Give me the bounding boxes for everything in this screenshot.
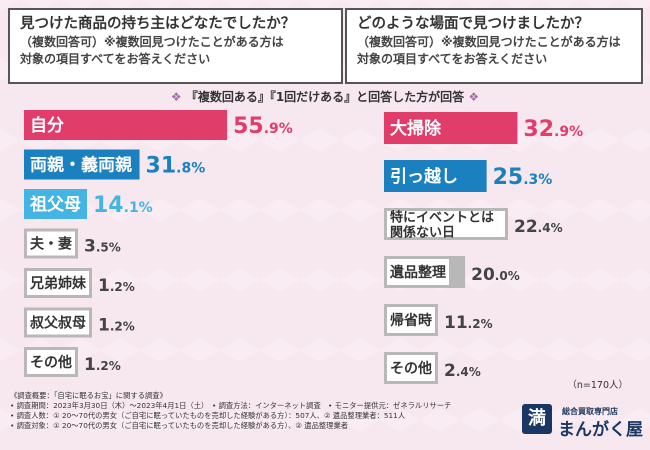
- bar-label-bg-0-3: [27, 231, 75, 256]
- category-label-1-0: 大掃除: [390, 118, 442, 139]
- footer-line-1: 《調査概要：「自宅に眠るお宝」に関する調査》: [10, 391, 167, 400]
- diamond-icon-left: ❖: [170, 90, 182, 104]
- value-label-1-0: 32.9%: [523, 117, 583, 142]
- subtitle: ❖ 『複数回ある』『1回だけある』と回答した方が回答 ❖: [0, 88, 650, 105]
- logo: 満 総合買取専門店 まんがく屋: [518, 400, 646, 440]
- survey-footer: 《調査概要：「自宅に眠るお宝」に関する調査》 • 調査期間：2023年3月30日…: [10, 391, 510, 431]
- bar-label-bg-0-4: [27, 271, 89, 295]
- category-label-1-4: 帰省時: [390, 312, 432, 329]
- bar-label-bg-1-4: [387, 307, 435, 333]
- bar-1-1: [384, 160, 487, 192]
- value-label-0-6: 1.2%: [84, 355, 121, 375]
- bar-label-bg-1-2: [387, 211, 505, 237]
- value-label-0-2: 14.1%: [93, 193, 153, 218]
- category-label-0-5: 叔父叔母: [30, 315, 86, 332]
- bar-label-bg-0-6: [27, 350, 75, 374]
- category-label-0-1: 両親・義両親: [30, 155, 132, 176]
- value-label-0-4: 1.2%: [98, 276, 135, 296]
- value-label-0-1: 31.8%: [146, 154, 206, 179]
- value-label-0-0: 55.9%: [233, 114, 293, 139]
- value-label-1-5: 2.4%: [444, 361, 481, 381]
- category-label-1-2-1: 関係ない日: [390, 225, 455, 241]
- value-label-0-5: 1.2%: [98, 316, 135, 336]
- bar-label-bg-0-5: [27, 310, 89, 335]
- question-box-right: どのような場面で見つけましたか？ （複数回答可）※複数回見つけたことがある方は …: [345, 8, 643, 84]
- value-label-1-1: 25.3%: [493, 165, 553, 190]
- category-label-0-0: 自分: [30, 115, 64, 136]
- bar-label-bg-1-5: [387, 355, 435, 381]
- question-right-note-2: 対象の項目すべてをお答えください: [357, 52, 548, 66]
- bar-0-2: [24, 189, 87, 219]
- value-label-1-4: 11.2%: [444, 313, 493, 333]
- bar-0-0: [24, 110, 228, 140]
- category-label-1-1: 引っ越し: [390, 166, 458, 187]
- footer-line-3: • 調査人数：① 20～70代の男女（ご自宅に眠っていたものを売却した経験がある…: [10, 411, 406, 420]
- footer-line-2: • 調査期間：2023年3月30日（木）～2023年4月1日（土） • 調査方法…: [10, 401, 452, 410]
- value-label-1-2: 22.4%: [514, 217, 563, 237]
- logo-tagline: 総合買取専門店: [562, 407, 618, 416]
- footer-line-4: • 調査対象：① 20～70代の男女（ご自宅に眠っていたものを売却した経験がある…: [10, 421, 349, 430]
- category-label-1-2-0: 特にイベントとは: [390, 210, 494, 226]
- value-label-0-3: 3.5%: [84, 237, 121, 257]
- question-left-note-2: 対象の項目すべてをお答えください: [20, 52, 211, 66]
- subtitle-text: 『複数回ある』『1回だけある』と回答した方が回答: [185, 90, 465, 104]
- question-box-left: 見つけた商品の持ち主はどなたでしたか？ （複数回答可）※複数回見つけたことがある…: [8, 8, 343, 84]
- question-right-title: どのような場面で見つけましたか？: [357, 16, 589, 32]
- bar-1-0: [384, 112, 518, 144]
- category-label-0-3: 夫・妻: [30, 236, 72, 253]
- question-left-title: 見つけた商品の持ち主はどなたでしたか？: [20, 16, 296, 32]
- category-label-0-6: その他: [30, 354, 72, 371]
- question-left-note-1: （複数回答可）※複数回見つけたことがある方は: [20, 35, 284, 49]
- sample-size-note: （n=170人）: [567, 380, 628, 391]
- question-right-note-1: （複数回答可）※複数回見つけたことがある方は: [357, 35, 621, 49]
- bar-0-1: [24, 149, 140, 180]
- bar-label-bg-1-3: [387, 259, 449, 285]
- diamond-icon-right: ❖: [468, 90, 480, 104]
- logo-mark-icon: 満: [522, 404, 552, 434]
- logo-name: まんがく屋: [558, 420, 643, 440]
- category-label-0-4: 兄弟姉妹: [29, 275, 87, 292]
- category-label-1-3: 遺品整理: [390, 264, 446, 281]
- category-label-1-5: その他: [390, 360, 432, 377]
- value-label-1-3: 20.0%: [471, 265, 520, 285]
- category-label-0-2: 祖父母: [29, 194, 81, 215]
